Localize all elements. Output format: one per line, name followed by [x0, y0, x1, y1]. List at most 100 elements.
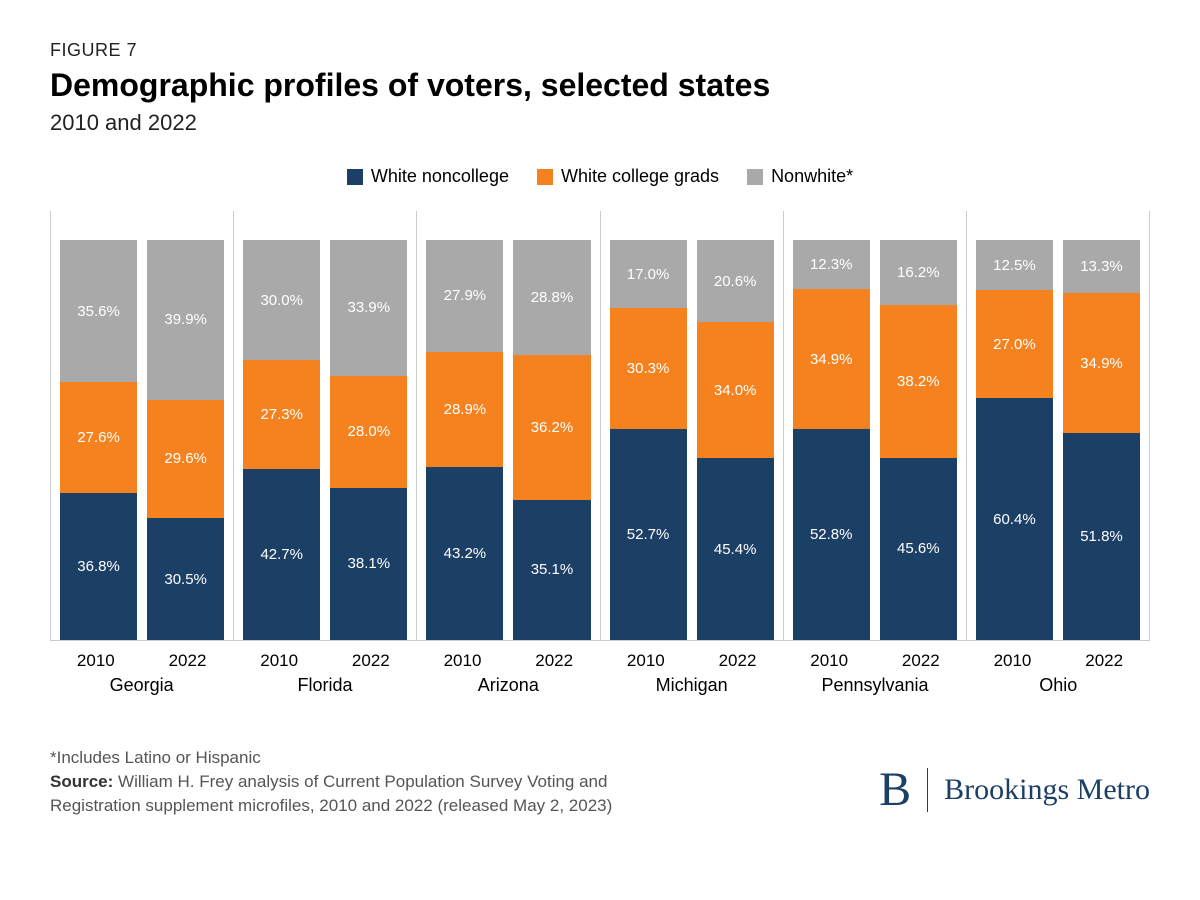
legend: White noncollege White college grads Nonwh…: [50, 166, 1150, 187]
year-label: 2010: [600, 647, 692, 673]
chart-title: Demographic profiles of voters, selected…: [50, 67, 1150, 104]
state-name-label: Pennsylvania: [783, 673, 966, 696]
state-group: 30.0%27.3%42.7%33.9%28.0%38.1%: [233, 211, 416, 640]
year-label: 2010: [233, 647, 325, 673]
bar-column: 16.2%38.2%45.6%: [875, 211, 962, 640]
bar-column: 13.3%34.9%51.8%: [1058, 211, 1145, 640]
bar-segment: 34.0%: [697, 322, 774, 458]
bar-segment: 45.4%: [697, 458, 774, 640]
bar-segment: 27.3%: [243, 360, 320, 469]
footer: *Includes Latino or Hispanic Source: Wil…: [50, 746, 1150, 817]
bar-segment: 60.4%: [976, 398, 1053, 640]
bar-segment: 27.9%: [426, 240, 503, 352]
year-label: 2022: [508, 647, 600, 673]
source-text: William H. Frey analysis of Current Popu…: [50, 772, 612, 815]
chart-area: 35.6%27.6%36.8%39.9%29.6%30.5%30.0%27.3%…: [50, 211, 1150, 641]
bar-segment: 42.7%: [243, 469, 320, 640]
bar-segment: 13.3%: [1063, 240, 1140, 293]
bar-segment: 27.0%: [976, 290, 1053, 398]
bar-column: 20.6%34.0%45.4%: [692, 211, 779, 640]
bar-column: 33.9%28.0%38.1%: [325, 211, 412, 640]
x-group: 20102022Arizona: [417, 641, 600, 696]
year-label: 2022: [1058, 647, 1150, 673]
year-label: 2010: [50, 647, 142, 673]
state-group: 12.3%34.9%52.8%16.2%38.2%45.6%: [783, 211, 966, 640]
year-label: 2010: [417, 647, 509, 673]
bar-segment: 34.9%: [1063, 293, 1140, 433]
bar-segment: 36.2%: [513, 355, 590, 500]
legend-item: Nonwhite*: [747, 166, 853, 187]
state-name-label: Ohio: [967, 673, 1150, 696]
bar-column: 30.0%27.3%42.7%: [238, 211, 325, 640]
bar-segment: 17.0%: [610, 240, 687, 308]
brand-logo: B Brookings Metro: [879, 762, 1150, 817]
state-group: 35.6%27.6%36.8%39.9%29.6%30.5%: [50, 211, 233, 640]
bar-segment: 39.9%: [147, 240, 224, 400]
year-label: 2022: [692, 647, 784, 673]
bar-segment: 35.1%: [513, 500, 590, 640]
chart-subtitle: 2010 and 2022: [50, 110, 1150, 136]
x-group: 20102022Florida: [233, 641, 416, 696]
state-group: 27.9%28.9%43.2%28.8%36.2%35.1%: [416, 211, 599, 640]
bar-segment: 12.5%: [976, 240, 1053, 290]
state-name-label: Michigan: [600, 673, 783, 696]
state-name-label: Florida: [233, 673, 416, 696]
bar-segment: 52.7%: [610, 429, 687, 640]
legend-swatch: [537, 169, 553, 185]
bar-segment: 27.6%: [60, 382, 137, 492]
year-label: 2022: [142, 647, 234, 673]
bar-segment: 45.6%: [880, 458, 957, 640]
legend-item: White noncollege: [347, 166, 509, 187]
legend-swatch: [347, 169, 363, 185]
bar-segment: 30.5%: [147, 518, 224, 640]
bar-segment: 36.8%: [60, 493, 137, 640]
state-group: 12.5%27.0%60.4%13.3%34.9%51.8%: [966, 211, 1150, 640]
x-group: 20102022Georgia: [50, 641, 233, 696]
figure-label: FIGURE 7: [50, 40, 1150, 61]
bar-segment: 35.6%: [60, 240, 137, 382]
legend-label: White noncollege: [371, 166, 509, 187]
bar-column: 27.9%28.9%43.2%: [421, 211, 508, 640]
bar-segment: 33.9%: [330, 240, 407, 376]
x-group: 20102022Pennsylvania: [783, 641, 966, 696]
source-line: Source: William H. Frey analysis of Curr…: [50, 770, 670, 818]
bar-column: 12.3%34.9%52.8%: [788, 211, 875, 640]
bar-column: 28.8%36.2%35.1%: [508, 211, 595, 640]
legend-swatch: [747, 169, 763, 185]
year-label: 2010: [967, 647, 1059, 673]
footnote-asterisk: *Includes Latino or Hispanic: [50, 746, 670, 770]
bar-segment: 34.9%: [793, 289, 870, 429]
legend-item: White college grads: [537, 166, 719, 187]
year-label: 2022: [325, 647, 417, 673]
bar-segment: 28.9%: [426, 352, 503, 468]
bar-segment: 30.3%: [610, 308, 687, 429]
bar-segment: 52.8%: [793, 429, 870, 640]
brand-letter-icon: B: [879, 762, 911, 817]
bar-column: 35.6%27.6%36.8%: [55, 211, 142, 640]
bar-segment: 16.2%: [880, 240, 957, 305]
bar-segment: 51.8%: [1063, 433, 1140, 640]
year-label: 2022: [875, 647, 967, 673]
bar-segment: 20.6%: [697, 240, 774, 322]
bar-segment: 28.8%: [513, 240, 590, 355]
source-notes: *Includes Latino or Hispanic Source: Wil…: [50, 746, 670, 817]
bar-segment: 29.6%: [147, 400, 224, 518]
bar-segment: 43.2%: [426, 467, 503, 640]
bar-segment: 28.0%: [330, 376, 407, 488]
brand-name: Brookings Metro: [944, 773, 1150, 807]
source-label: Source:: [50, 772, 113, 791]
bar-column: 17.0%30.3%52.7%: [605, 211, 692, 640]
state-group: 17.0%30.3%52.7%20.6%34.0%45.4%: [600, 211, 783, 640]
x-group: 20102022Ohio: [967, 641, 1150, 696]
bar-segment: 38.2%: [880, 305, 957, 458]
x-axis-labels: 20102022Georgia20102022Florida20102022Ar…: [50, 641, 1150, 696]
bar-segment: 12.3%: [793, 240, 870, 289]
bar-column: 12.5%27.0%60.4%: [971, 211, 1058, 640]
bar-segment: 38.1%: [330, 488, 407, 640]
legend-label: Nonwhite*: [771, 166, 853, 187]
legend-label: White college grads: [561, 166, 719, 187]
state-name-label: Arizona: [417, 673, 600, 696]
state-name-label: Georgia: [50, 673, 233, 696]
year-label: 2010: [783, 647, 875, 673]
bar-column: 39.9%29.6%30.5%: [142, 211, 229, 640]
